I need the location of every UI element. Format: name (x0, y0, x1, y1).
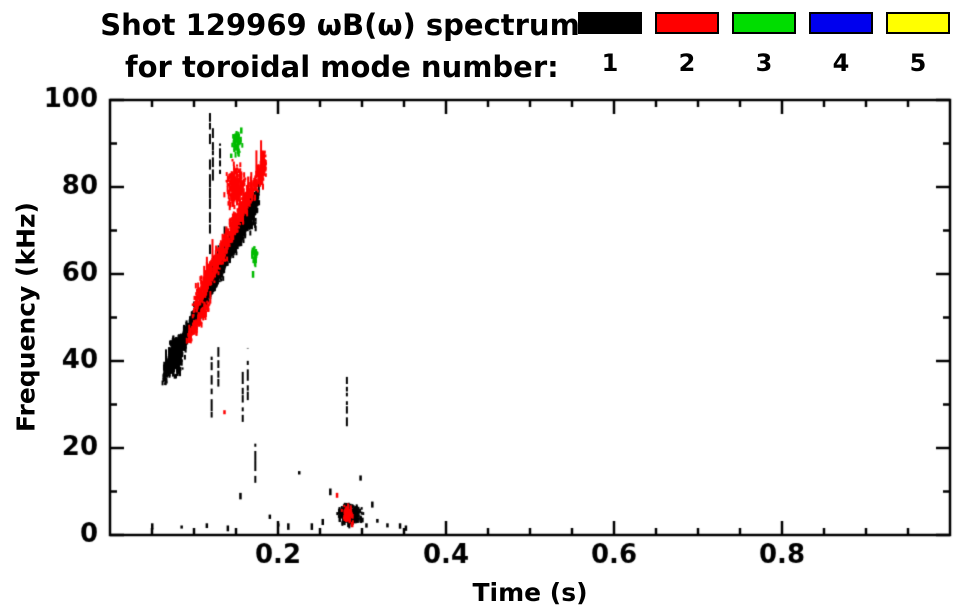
spectrum-chart-page: Shot 129969 ωB(ω) spectrum for toroidal … (0, 0, 963, 615)
spectrum-canvas (0, 0, 963, 615)
